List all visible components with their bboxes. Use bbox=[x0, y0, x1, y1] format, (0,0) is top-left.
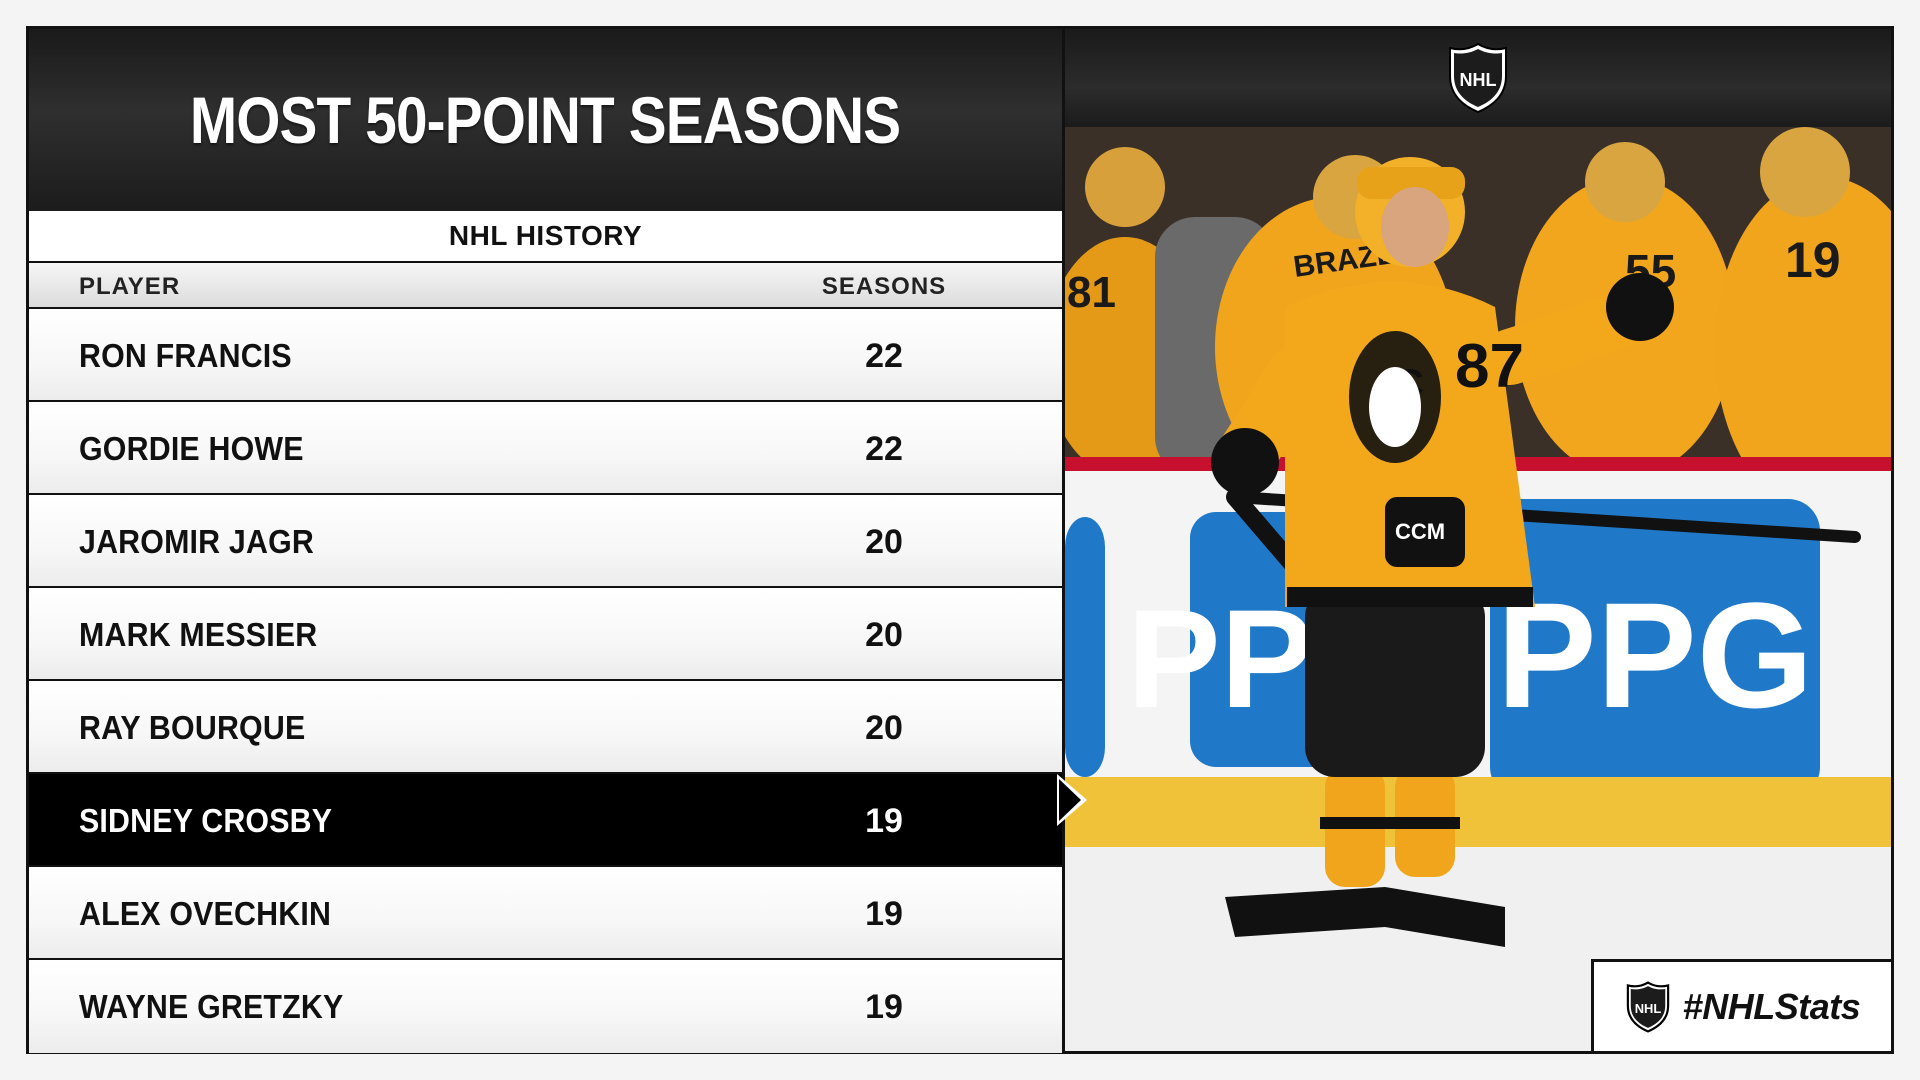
photo-panel: NHL BRAZEAU 16 55 bbox=[1065, 29, 1891, 1051]
player-name: ALEX OVECHKIN bbox=[79, 895, 332, 932]
hashtag: #NHLStats bbox=[1682, 985, 1861, 1027]
logo-bar: NHL bbox=[1065, 29, 1891, 127]
svg-text:87: 87 bbox=[1455, 332, 1524, 401]
player-name: WAYNE GRETZKY bbox=[79, 988, 344, 1025]
column-header-player: PLAYER bbox=[79, 273, 181, 300]
nhl-small-logo-icon: NHL bbox=[1626, 980, 1669, 1033]
svg-text:NHL: NHL bbox=[1634, 1000, 1661, 1015]
player-name: RON FRANCIS bbox=[79, 337, 292, 374]
player-name: MARK MESSIER bbox=[79, 616, 318, 653]
seasons-value: 20 bbox=[865, 709, 903, 747]
table-row: RAY BOURQUE 20 bbox=[29, 681, 1062, 774]
svg-text:PPG: PPG bbox=[1497, 571, 1814, 739]
svg-text:19: 19 bbox=[1785, 232, 1841, 288]
seasons-value: 20 bbox=[865, 616, 903, 654]
seasons-value: 19 bbox=[865, 895, 903, 933]
title-bar: MOST 50-POINT SEASONS bbox=[29, 29, 1062, 211]
table-row: MARK MESSIER 20 bbox=[29, 588, 1062, 681]
player-name: RAY BOURQUE bbox=[79, 709, 306, 746]
svg-text:CCM: CCM bbox=[1395, 519, 1445, 544]
nhl-logo-text: NHL bbox=[1460, 70, 1497, 90]
seasons-value: 22 bbox=[865, 337, 903, 375]
seasons-value: 20 bbox=[865, 523, 903, 561]
seasons-value: 19 bbox=[865, 988, 903, 1026]
triangle-pointer-inner-icon bbox=[1059, 779, 1081, 821]
table-row: ALEX OVECHKIN 19 bbox=[29, 867, 1062, 960]
graphic-frame: MOST 50-POINT SEASONS NHL HISTORY PLAYER… bbox=[26, 26, 1894, 1054]
player-name: GORDIE HOWE bbox=[79, 430, 304, 467]
celebration-photo-illustration: BRAZEAU 16 55 19 81 PPG PPG bbox=[1065, 127, 1891, 1051]
table-header: PLAYER SEASONS bbox=[29, 263, 1062, 309]
stats-panel: MOST 50-POINT SEASONS NHL HISTORY PLAYER… bbox=[29, 29, 1062, 1053]
table-row: JAROMIR JAGR 20 bbox=[29, 495, 1062, 588]
nhl-shield-icon: NHL bbox=[1449, 42, 1507, 114]
table-row-highlighted: SIDNEY CROSBY 19 bbox=[29, 774, 1062, 867]
table-row: WAYNE GRETZKY 19 bbox=[29, 960, 1062, 1053]
seasons-value: 19 bbox=[865, 802, 903, 840]
subtitle-bar: NHL HISTORY bbox=[29, 211, 1062, 263]
seasons-value: 22 bbox=[865, 430, 903, 468]
hashtag-box: NHL #NHLStats bbox=[1591, 959, 1891, 1051]
player-name: SIDNEY CROSBY bbox=[79, 802, 333, 839]
column-header-seasons: SEASONS bbox=[821, 273, 947, 300]
player-photo: BRAZEAU 16 55 19 81 PPG PPG bbox=[1065, 127, 1891, 1051]
table-row: RON FRANCIS 22 bbox=[29, 309, 1062, 402]
table-body: RON FRANCIS 22 GORDIE HOWE 22 JAROMIR JA… bbox=[29, 309, 1062, 1053]
svg-text:81: 81 bbox=[1067, 268, 1116, 317]
table-row: GORDIE HOWE 22 bbox=[29, 402, 1062, 495]
main-player: 87 C CCM bbox=[1211, 157, 1674, 947]
page-title: MOST 50-POINT SEASONS bbox=[190, 83, 901, 157]
player-name: JAROMIR JAGR bbox=[79, 523, 315, 560]
subtitle: NHL HISTORY bbox=[448, 220, 643, 251]
